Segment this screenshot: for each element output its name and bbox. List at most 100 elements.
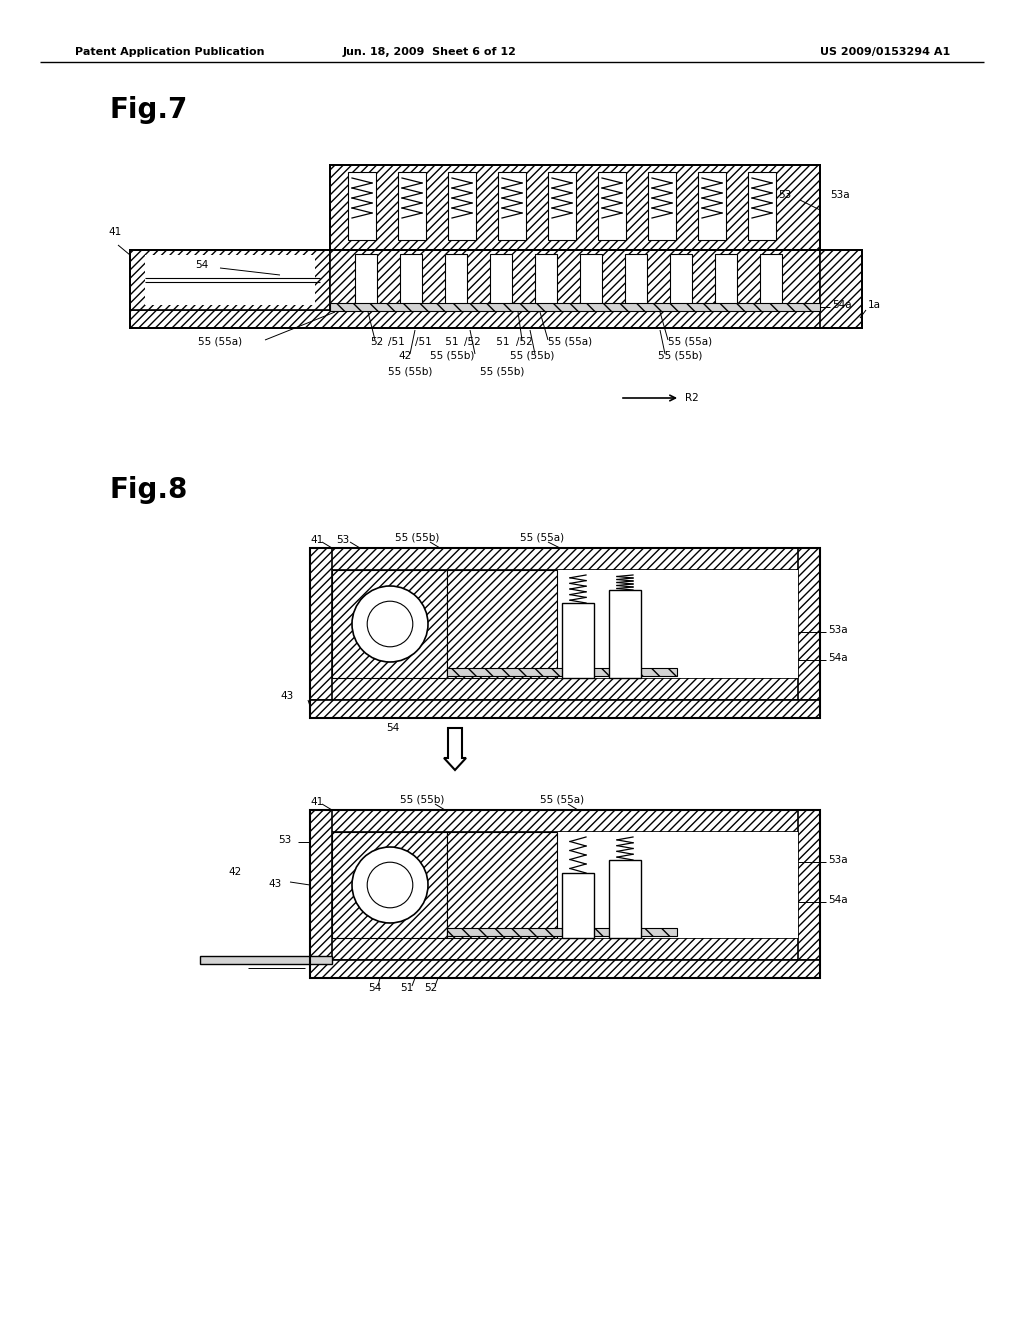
Text: 54: 54 bbox=[195, 260, 208, 271]
Text: 55 (55a): 55 (55a) bbox=[520, 533, 564, 543]
Text: 54a: 54a bbox=[828, 895, 848, 906]
Text: 55 (55b): 55 (55b) bbox=[395, 533, 439, 543]
Bar bbox=[130, 249, 330, 310]
Text: 54: 54 bbox=[368, 983, 381, 993]
Bar bbox=[310, 810, 820, 978]
Bar bbox=[449, 172, 476, 240]
Bar bbox=[598, 172, 626, 240]
Text: 53: 53 bbox=[336, 535, 349, 545]
Text: 54a: 54a bbox=[831, 300, 852, 310]
Text: 55 (55a): 55 (55a) bbox=[198, 337, 242, 347]
Bar bbox=[310, 810, 332, 960]
Text: 55 (55b): 55 (55b) bbox=[658, 351, 702, 360]
Text: 51: 51 bbox=[400, 983, 414, 993]
Text: 53a: 53a bbox=[828, 855, 848, 865]
Bar bbox=[498, 172, 526, 240]
Bar bbox=[330, 304, 820, 312]
Text: 52: 52 bbox=[370, 337, 383, 347]
Bar bbox=[798, 810, 820, 960]
Bar bbox=[625, 253, 647, 310]
Text: 53: 53 bbox=[278, 836, 291, 845]
Bar bbox=[535, 253, 557, 310]
Bar bbox=[490, 253, 512, 310]
Text: 43: 43 bbox=[280, 690, 293, 701]
Circle shape bbox=[352, 586, 428, 663]
Bar bbox=[310, 548, 332, 700]
Text: /51: /51 bbox=[388, 337, 404, 347]
Bar bbox=[310, 810, 820, 832]
Bar bbox=[310, 548, 820, 570]
Text: /51: /51 bbox=[415, 337, 432, 347]
Text: 55 (55b): 55 (55b) bbox=[388, 367, 432, 378]
Text: 55 (55a): 55 (55a) bbox=[668, 337, 712, 347]
Circle shape bbox=[352, 847, 428, 923]
Bar bbox=[332, 570, 447, 678]
Text: 55 (55b): 55 (55b) bbox=[430, 351, 474, 360]
Bar bbox=[145, 255, 315, 305]
Bar bbox=[332, 832, 447, 939]
Text: 55 (55a): 55 (55a) bbox=[540, 795, 584, 805]
Bar bbox=[580, 253, 602, 310]
Text: 55 (55a): 55 (55a) bbox=[548, 337, 592, 347]
Text: 55 (55b): 55 (55b) bbox=[400, 795, 444, 805]
FancyArrow shape bbox=[444, 729, 466, 770]
Bar bbox=[130, 249, 862, 327]
Text: 51: 51 bbox=[493, 337, 510, 347]
Bar bbox=[355, 253, 377, 310]
Text: Fig.8: Fig.8 bbox=[110, 477, 188, 504]
Text: Patent Application Publication: Patent Application Publication bbox=[75, 48, 264, 57]
Bar bbox=[310, 678, 820, 700]
Text: 1a: 1a bbox=[868, 300, 881, 310]
Bar bbox=[609, 861, 641, 939]
Bar bbox=[748, 172, 776, 240]
Bar bbox=[310, 548, 820, 718]
Text: 54a: 54a bbox=[828, 653, 848, 663]
Text: Jun. 18, 2009  Sheet 6 of 12: Jun. 18, 2009 Sheet 6 of 12 bbox=[343, 48, 517, 57]
Bar bbox=[330, 165, 820, 249]
Bar bbox=[200, 956, 332, 964]
Text: US 2009/0153294 A1: US 2009/0153294 A1 bbox=[820, 48, 950, 57]
Bar bbox=[562, 873, 594, 939]
Bar bbox=[348, 172, 376, 240]
Bar bbox=[330, 165, 820, 249]
Bar bbox=[715, 253, 737, 310]
Bar bbox=[332, 832, 798, 939]
Text: Fig.7: Fig.7 bbox=[110, 96, 188, 124]
Text: 52: 52 bbox=[424, 983, 437, 993]
Bar bbox=[670, 253, 692, 310]
Bar bbox=[609, 590, 641, 678]
Bar bbox=[400, 253, 422, 310]
Bar bbox=[698, 172, 726, 240]
Text: 41: 41 bbox=[310, 797, 324, 807]
Bar bbox=[332, 570, 798, 678]
Bar bbox=[648, 172, 676, 240]
Text: 53: 53 bbox=[778, 190, 792, 201]
Text: 55 (55b): 55 (55b) bbox=[480, 367, 524, 378]
Text: 51: 51 bbox=[442, 337, 459, 347]
Bar bbox=[820, 249, 862, 327]
Bar bbox=[330, 249, 820, 310]
Bar bbox=[130, 310, 860, 327]
Bar bbox=[447, 570, 557, 678]
Bar bbox=[447, 928, 677, 936]
Bar bbox=[447, 668, 677, 676]
Text: 54: 54 bbox=[386, 723, 399, 733]
Bar bbox=[310, 939, 820, 960]
Bar bbox=[760, 253, 782, 310]
Text: /52: /52 bbox=[516, 337, 532, 347]
Text: /52: /52 bbox=[464, 337, 480, 347]
Bar bbox=[398, 172, 426, 240]
Bar bbox=[310, 960, 820, 978]
Bar bbox=[310, 700, 820, 718]
Text: R2: R2 bbox=[685, 393, 698, 403]
Text: 42: 42 bbox=[228, 867, 242, 876]
Text: 41: 41 bbox=[310, 535, 324, 545]
Text: 42: 42 bbox=[398, 351, 412, 360]
Text: 55 (55b): 55 (55b) bbox=[510, 351, 554, 360]
Bar bbox=[562, 603, 594, 678]
Text: 43: 43 bbox=[268, 879, 282, 888]
Bar bbox=[548, 172, 575, 240]
Bar bbox=[798, 548, 820, 700]
Text: 41: 41 bbox=[108, 227, 121, 238]
Bar bbox=[447, 832, 557, 939]
